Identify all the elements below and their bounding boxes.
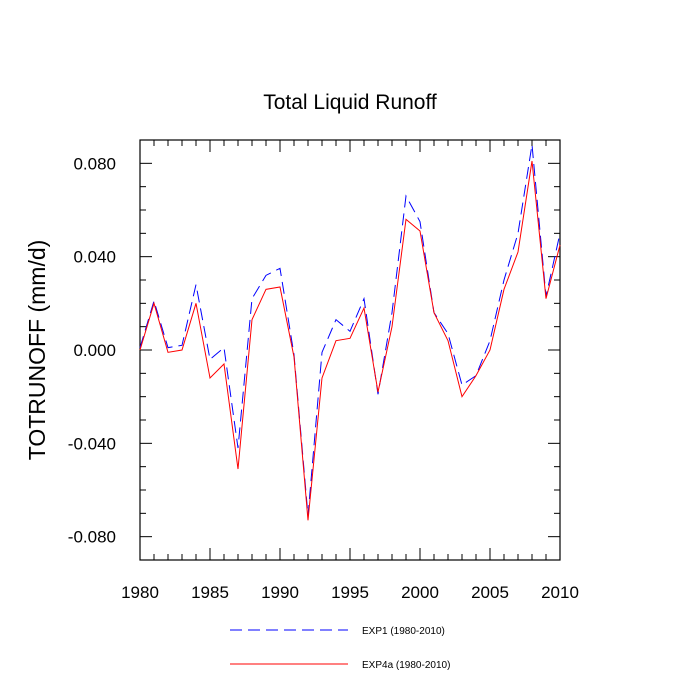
x-tick-label: 1985: [191, 583, 229, 602]
y-tick-label: 0.000: [73, 341, 116, 360]
legend: EXP1 (1980-2010) EXP4a (1980-2010): [230, 626, 450, 671]
x-tick-label: 1995: [331, 583, 369, 602]
y-tick-label: 0.080: [73, 154, 116, 173]
y-tick-label: 0.040: [73, 248, 116, 267]
chart-title: Total Liquid Runoff: [263, 91, 437, 114]
x-axis: 1980 1985 1990 1995 2000 2005 2010: [121, 140, 579, 602]
legend-label: EXP1 (1980-2010): [362, 626, 445, 637]
plot-frame: [139, 139, 561, 561]
y-tick-label: -0.040: [68, 434, 116, 453]
y-axis: -0.080 -0.040 0.000 0.040 0.080: [68, 139, 560, 561]
x-tick-label: 2005: [471, 583, 509, 602]
y-axis-label: TOTRUNOFF (mm/d): [24, 240, 50, 461]
y-tick-label: -0.080: [68, 528, 116, 547]
x-tick-label: 2000: [401, 583, 439, 602]
series-lines: [139, 144, 561, 521]
x-tick-label: 2010: [541, 583, 579, 602]
legend-label: EXP4a (1980-2010): [362, 660, 450, 671]
series-line-2: [139, 160, 561, 521]
x-tick-label: 1980: [121, 583, 159, 602]
x-tick-label: 1990: [261, 583, 299, 602]
series-line-1: [139, 144, 561, 516]
